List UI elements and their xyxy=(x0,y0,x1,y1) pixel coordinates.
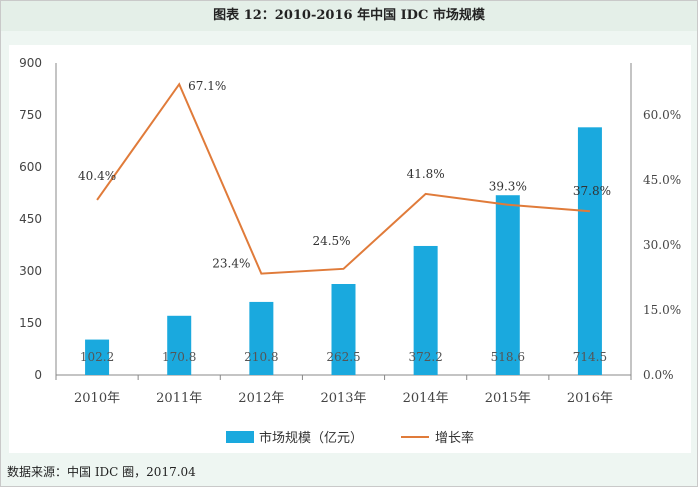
bar-value-label: 262.5 xyxy=(326,350,360,364)
bar-2014 xyxy=(413,245,438,375)
line-value-label: 41.8% xyxy=(407,167,445,181)
plot-area: 0 150 300 450 600 750 900 0.0% 15.0% 30.0% 45.0% 60… xyxy=(9,45,691,453)
line-value-label: 40.4% xyxy=(78,169,116,183)
x-tick-label: 2014年 xyxy=(403,391,449,406)
chart-title: 图表 12：2010-2016 年中国 IDC 市场规模 xyxy=(1,1,697,31)
bar-value-label: 714.5 xyxy=(573,350,607,364)
bar-2015 xyxy=(495,195,520,375)
line-value-label: 39.3% xyxy=(489,180,527,194)
legend-line-label: 增长率 xyxy=(435,430,474,446)
source-note: 数据来源：中国 IDC 圈，2017.04 xyxy=(7,465,196,479)
bar-2011 xyxy=(167,315,192,375)
growth-rate-line xyxy=(96,82,591,275)
bar-value-label: 518.6 xyxy=(491,350,525,364)
y-left-tick-label: 300 xyxy=(19,264,42,278)
bar-value-label: 372.2 xyxy=(408,350,442,364)
line-value-label: 24.5% xyxy=(312,234,350,248)
x-tick-label: 2011年 xyxy=(156,391,202,406)
x-tick-label: 2013年 xyxy=(320,391,366,406)
bar-2013 xyxy=(331,284,356,375)
line-value-label: 37.8% xyxy=(573,184,611,198)
y-left-tick-label: 0 xyxy=(34,368,42,382)
y-right-tick-label: 45.0% xyxy=(643,173,681,187)
x-tick-label: 2010年 xyxy=(74,391,120,406)
y-left-tick-label: 600 xyxy=(19,160,42,174)
y-left-tick-label: 450 xyxy=(19,212,42,226)
y-left-tick-label: 900 xyxy=(19,56,42,70)
bar-value-label: 210.8 xyxy=(244,350,278,364)
y-right-tick-label: 60.0% xyxy=(643,108,681,122)
y-left-tick-label: 150 xyxy=(19,316,42,330)
legend-bar-label: 市场规模（亿元） xyxy=(259,430,363,446)
bar-2012 xyxy=(249,301,274,375)
x-tick-label: 2012年 xyxy=(238,391,284,406)
bar-2016 xyxy=(577,127,602,375)
line-value-label: 23.4% xyxy=(212,257,250,271)
y-right-tick-label: 15.0% xyxy=(643,303,681,317)
legend-bar-swatch xyxy=(226,431,254,443)
x-tick-label: 2015年 xyxy=(485,391,531,406)
x-tick-label: 2016年 xyxy=(567,391,613,406)
bar-value-label: 170.8 xyxy=(162,350,196,364)
chart-svg: 0 150 300 450 600 750 900 0.0% 15.0% 30.0% 45.0% 60… xyxy=(19,56,681,446)
bar-2010 xyxy=(85,339,110,375)
bar-value-label: 102.2 xyxy=(80,350,114,364)
line-value-label: 67.1% xyxy=(188,79,226,93)
y-right-tick-label: 0.0% xyxy=(643,368,674,382)
y-left-tick-label: 750 xyxy=(19,108,42,122)
y-right-tick-label: 30.0% xyxy=(643,238,681,252)
